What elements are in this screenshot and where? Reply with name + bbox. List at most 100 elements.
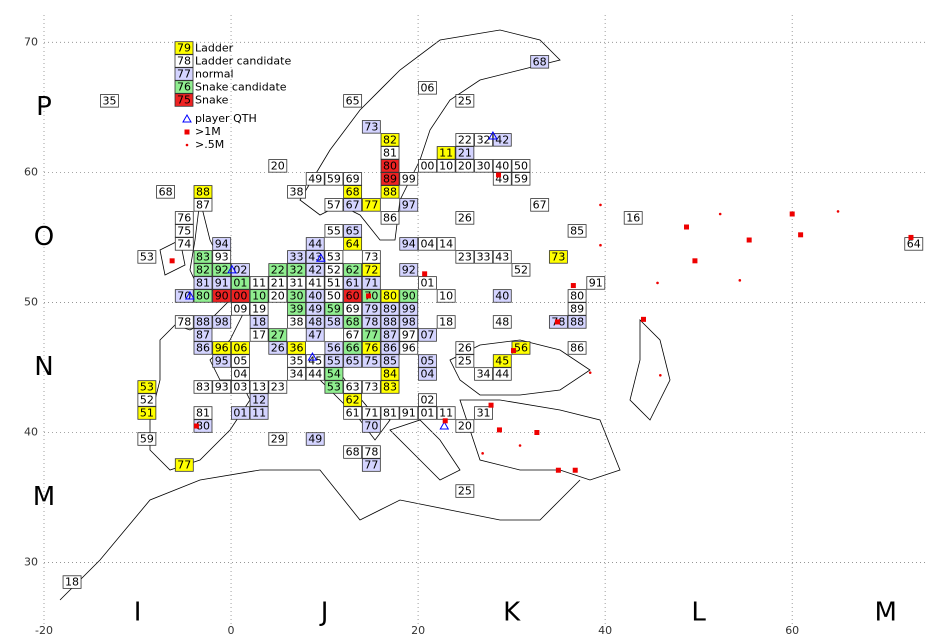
score-marker [684,224,690,230]
player-qth [307,352,318,361]
square-box [455,484,475,498]
square-box [305,302,325,316]
square-box [380,341,400,355]
square-label: 82 [196,263,210,276]
square-box [436,237,456,251]
square-box [361,302,381,316]
square-label: 26 [458,211,472,224]
square-label: 64 [907,237,921,250]
square-label: 09 [233,302,247,315]
square-box [361,458,381,472]
score-marker [442,418,448,424]
square-label: 11 [252,276,266,289]
square-box [212,237,232,251]
square-label: 52 [140,393,154,406]
square-box [324,276,344,290]
score-marker [554,319,560,325]
square-box [305,250,325,264]
square-label: 89 [383,172,397,185]
square-label: 90 [402,289,416,302]
square-box [418,406,437,420]
square-box [212,315,232,329]
field-label: K [503,598,521,628]
square-box [455,419,475,433]
square-label: 20 [458,159,472,172]
square-label: 62 [346,263,360,276]
square-label: 21 [458,146,472,159]
square-label: 52 [514,263,528,276]
square-box [249,406,269,420]
square-label: 20 [271,289,285,302]
square-box [343,237,363,251]
square-label: 40 [308,289,322,302]
square-box [100,94,119,108]
square-box [305,354,325,368]
square-label: 45 [495,354,509,367]
square-box [231,367,250,381]
square-box [343,276,363,290]
legend-label: Ladder [195,42,234,55]
square-box [361,198,381,212]
square-label: 04 [420,237,434,250]
player-qth [315,253,326,262]
legend-label: >.5M [195,138,224,151]
y-tick-label: 70 [24,35,38,48]
square-box [324,172,344,186]
square-label: 73 [551,250,565,263]
score-marker [599,243,602,247]
square-box [324,250,344,264]
x-tick-label: -20 [35,624,53,637]
square-box [343,380,363,394]
score-marker [718,212,722,216]
score-marker [659,373,662,377]
square-box [511,159,531,173]
square-label: 39 [290,302,304,315]
square-label: 06 [420,81,434,94]
square-box [305,432,325,446]
square-box [287,315,306,329]
square-box [305,328,325,342]
square-box [193,380,213,394]
square-label: 10 [439,289,453,302]
square-box [474,367,493,381]
square-label: 76 [177,211,191,224]
legend-sample: 79 [177,42,191,55]
square-label: 69 [346,172,360,185]
square-box [380,380,400,394]
square-label: 11 [439,146,453,159]
square-label: 10 [439,159,453,172]
square-box [137,432,157,446]
square-label: 73 [364,120,378,133]
square-label: 61 [346,406,360,419]
score-marker [789,211,795,217]
score-marker [656,281,659,285]
field-label: N [34,352,53,382]
square-box [231,276,250,290]
square-box [343,393,363,407]
square-label: 57 [327,198,341,211]
square-box [418,81,437,95]
square-label: 94 [402,237,416,250]
square-label: 59 [327,302,341,315]
square-box [474,250,493,264]
square-box [193,289,213,303]
square-label: 02 [233,263,247,276]
square-label: 93 [215,250,229,263]
square-label: 68 [159,185,173,198]
square-box [174,224,194,238]
square-box [137,380,157,394]
square-label: 44 [308,367,322,380]
square-label: 50 [514,159,528,172]
square-label: 88 [570,315,584,328]
square-label: 43 [495,250,509,263]
score-marker [836,210,840,213]
square-box [380,172,400,186]
square-label: 73 [364,250,378,263]
score-marker [798,232,804,238]
square-label: 98 [402,315,416,328]
square-box [305,289,325,303]
square-label: 86 [383,341,397,354]
square-box [287,185,306,199]
legend-swatch [174,67,194,81]
square-box [343,289,363,303]
